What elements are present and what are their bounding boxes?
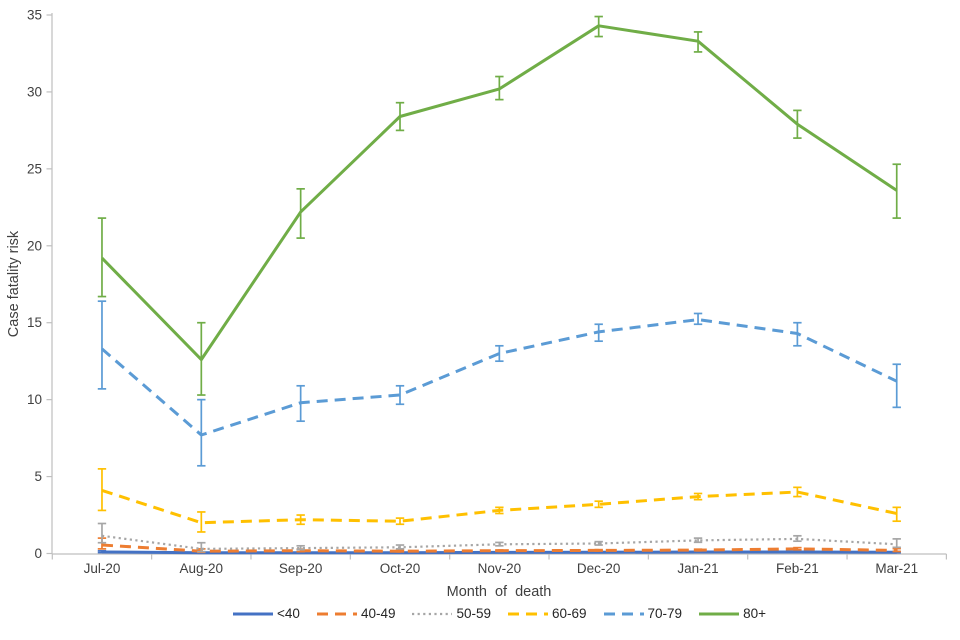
y-tick-label: 5: [34, 469, 42, 484]
x-tick-label: Sep-20: [279, 561, 323, 576]
legend-label: 50-59: [456, 606, 491, 621]
series-line: [101, 534, 897, 550]
x-axis-title: Month of death: [446, 584, 552, 600]
series-70-79: [97, 300, 901, 467]
y-tick-label: 25: [27, 161, 42, 176]
legend-item-40-49: 40-49: [316, 606, 396, 621]
error-bar: [97, 468, 107, 512]
x-tick-label: Jan-21: [677, 561, 718, 576]
error-bar: [197, 511, 206, 533]
y-tick-label: 30: [27, 84, 42, 99]
legend-label: 60-69: [552, 606, 587, 621]
series-50-59: [97, 522, 901, 553]
error-bar: [892, 506, 901, 523]
error-bar: [296, 544, 305, 551]
legend-label: 80+: [743, 606, 766, 621]
legend-item-70-79: 70-79: [603, 606, 683, 621]
x-tick-label: Aug-20: [180, 561, 224, 576]
error-bar: [693, 312, 703, 326]
error-bar: [197, 398, 206, 467]
x-tick-label: Oct-20: [380, 561, 421, 576]
x-tick-label: Jul-20: [84, 561, 121, 576]
series-line: [101, 318, 898, 437]
series-line: [101, 543, 897, 553]
error-bar: [97, 522, 107, 544]
legend-label: 40-49: [360, 606, 396, 621]
error-bar: [495, 344, 504, 363]
series-line: [100, 24, 898, 362]
legend-line-sample: [508, 612, 548, 615]
error-bar: [892, 163, 901, 219]
legend-line-sample: [412, 612, 453, 615]
y-axis-title: Case fatality risk: [6, 230, 22, 338]
series-40-49: [97, 537, 901, 554]
legend-item-50-59: 50-59: [411, 606, 491, 621]
y-tick-label: 0: [34, 546, 42, 561]
legend-line-sample: [699, 612, 740, 615]
legend-item-60-69: 60-69: [507, 606, 587, 621]
legend-line-sample: [603, 612, 644, 615]
error-bar: [395, 517, 405, 526]
error-bar: [97, 217, 107, 298]
x-tick-label: Feb-21: [776, 561, 819, 576]
y-tick-label: 15: [27, 315, 42, 330]
error-bar: [395, 384, 405, 406]
legend-item-80+: 80+: [698, 606, 766, 621]
x-tick-label: Dec-20: [577, 561, 621, 576]
y-tick-label: 20: [27, 238, 42, 253]
x-tick-label: Nov-20: [478, 561, 522, 576]
error-bar: [693, 537, 703, 544]
chart-legend: <40 40-49 50-59 60-69 70-79 80+: [52, 606, 946, 621]
legend-line-sample: [316, 612, 357, 615]
series-line: [101, 550, 897, 555]
x-tick-label: Mar-21: [875, 561, 918, 576]
legend-label: 70-79: [647, 606, 683, 621]
error-bar: [892, 538, 901, 549]
error-bar: [97, 300, 107, 390]
series-line: [101, 488, 898, 525]
legend-line-sample: [233, 612, 274, 615]
error-bar: [892, 363, 901, 409]
error-bar: [594, 540, 603, 546]
series-80+: [97, 15, 901, 396]
y-tick-label: 35: [27, 8, 42, 23]
legend-label: <40: [277, 606, 300, 621]
legend-item-<40: <40: [232, 606, 300, 621]
error-bar: [594, 500, 603, 509]
series-60-69: [97, 468, 901, 533]
error-bar: [197, 541, 206, 553]
error-bar: [793, 486, 802, 498]
y-tick-label: 10: [27, 392, 42, 407]
